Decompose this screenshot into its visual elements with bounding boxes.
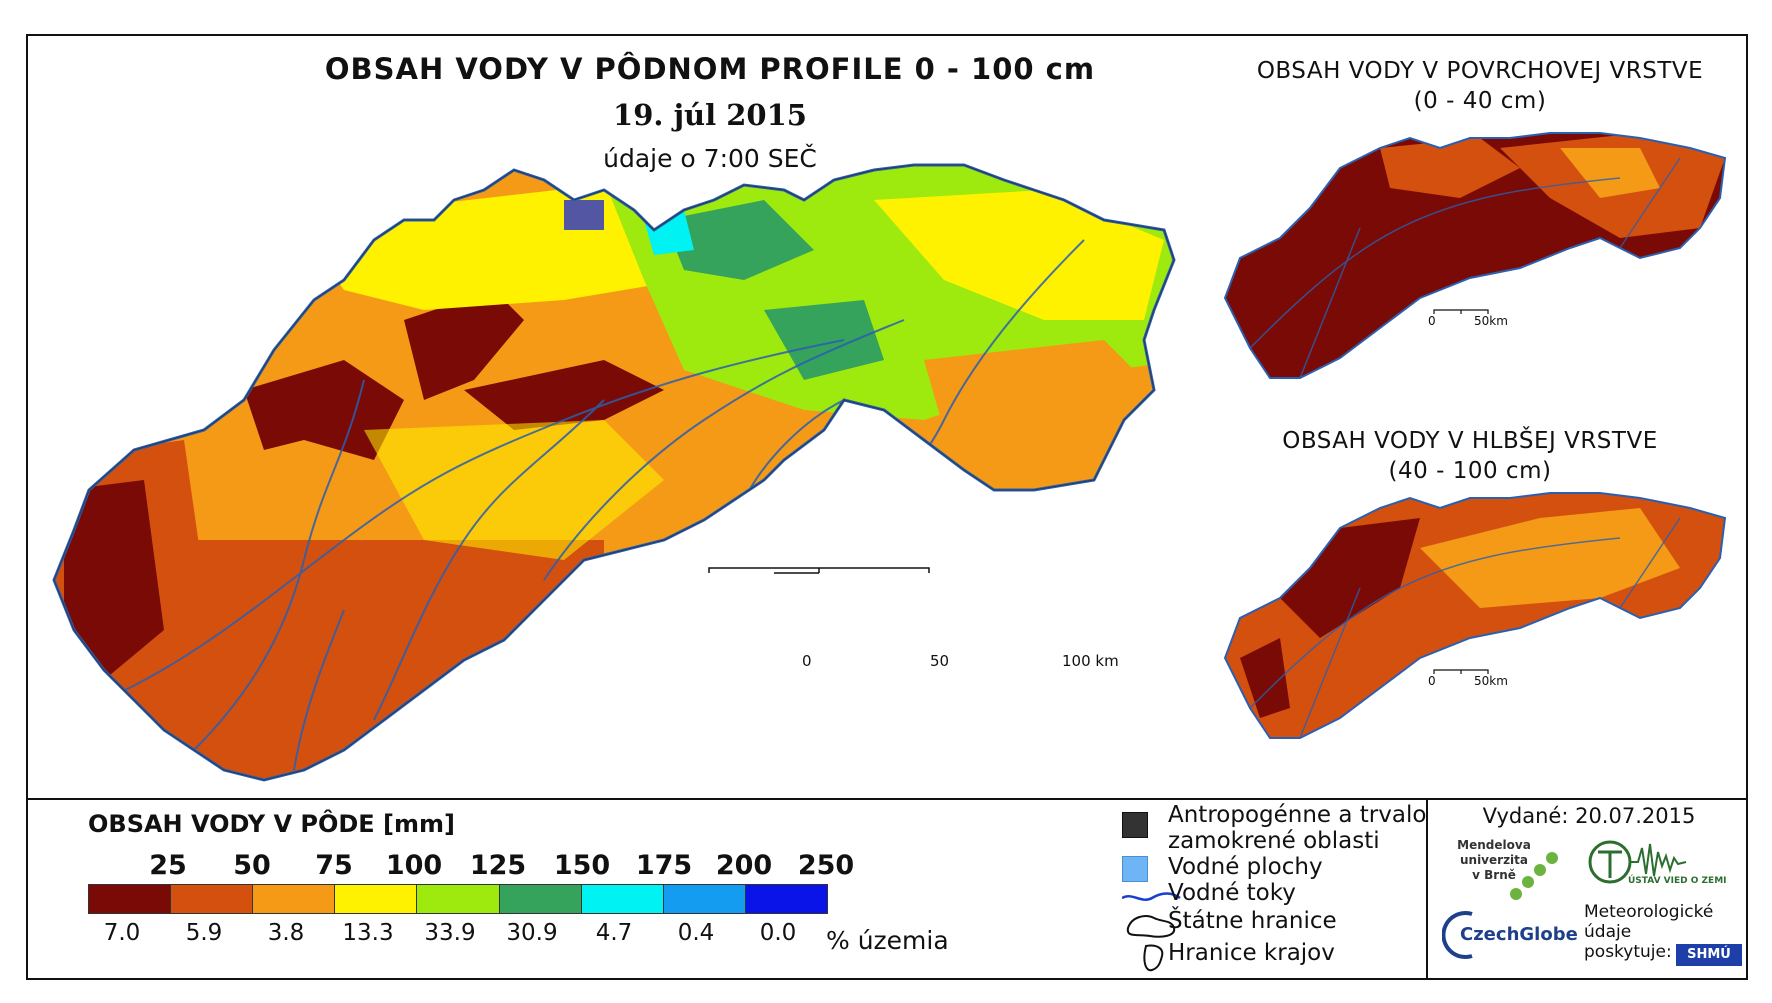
surface-scale-bar	[1433, 309, 1489, 314]
czechglobe-dots-icon	[1510, 852, 1558, 900]
surface-scale-0: 0	[1428, 314, 1436, 328]
date-title: 19. júl 2015	[613, 98, 807, 132]
legend-swatch-0	[89, 885, 172, 913]
main-soil-water-map	[52, 163, 1176, 782]
deep-scale-0: 0	[1428, 674, 1436, 688]
legend-percentage: 33.9	[424, 920, 476, 946]
surface-title: OBSAH VODY V POVRCHOVEJ VRSTVE	[1256, 58, 1704, 84]
legend-threshold: 50	[233, 850, 271, 881]
regional-border-label: Hranice krajov	[1168, 940, 1335, 966]
legend-percentage: 4.7	[595, 920, 633, 946]
legend-threshold: 175	[635, 850, 693, 881]
legend-swatch-3	[335, 885, 418, 913]
deep-scale-50: 50km	[1474, 674, 1508, 688]
issued-date: Vydané: 20.07.2015	[1482, 804, 1696, 828]
legend-percentage: 0.4	[677, 920, 715, 946]
legend-percentage: 0.0	[759, 920, 797, 946]
legend-divider	[26, 798, 1748, 800]
deep-title: OBSAH VODY V HLBŠEJ VRSTVE	[1282, 428, 1658, 454]
rivers-label: Vodné toky	[1168, 880, 1296, 906]
main-scale-bar	[708, 567, 930, 574]
legend-title: OBSAH VODY V PÔDE [mm]	[88, 810, 456, 838]
surface-scale-50: 50km	[1474, 314, 1508, 328]
uvoz-logo: ÚSTAV VIED O ZEMI	[1628, 876, 1727, 886]
legend-swatch-1	[171, 885, 254, 913]
time-subtitle: údaje o 7:00 SEČ	[603, 144, 817, 173]
legend-unit: % územia	[826, 926, 949, 955]
anthropogenic-swatch	[1122, 812, 1148, 838]
main-scale-0: 0	[802, 652, 812, 670]
line-symbols-icon	[1122, 892, 1181, 972]
legend-swatch-7	[663, 885, 746, 913]
surface-depth: (0 - 40 cm)	[1413, 88, 1547, 114]
legend-percentage: 7.0	[103, 920, 141, 946]
legend-swatch-5	[499, 885, 582, 913]
deep-layer-map	[1224, 492, 1726, 739]
anthropogenic-label-2: zamokrené oblasti	[1168, 828, 1380, 854]
main-scale-100: 100 km	[1062, 652, 1119, 670]
legend-percentage: 13.3	[342, 920, 394, 946]
legend-percentage: 3.8	[267, 920, 305, 946]
state-border-label: Štátne hranice	[1168, 908, 1337, 934]
legend-threshold: 25	[149, 850, 187, 881]
legend-swatch-4	[417, 885, 500, 913]
legend-color-bar	[88, 884, 828, 914]
surface-layer-map	[1224, 132, 1726, 379]
czechglobe-logo: CzechGlobe	[1460, 924, 1578, 945]
legend-swatch-2	[253, 885, 336, 913]
czechglobe-arc-icon	[1442, 911, 1473, 959]
legend-threshold: 125	[469, 850, 527, 881]
water-body-swatch	[1122, 856, 1148, 882]
legend-threshold: 250	[797, 850, 855, 881]
legend-swatch-8	[745, 885, 827, 913]
legend-swatch-6	[581, 885, 664, 913]
main-scale-50: 50	[930, 652, 950, 670]
legend-threshold: 75	[315, 850, 353, 881]
legend-threshold: 150	[553, 850, 611, 881]
legend-percentage: 30.9	[506, 920, 558, 946]
anthropogenic-label-1: Antropogénne a trvalo	[1168, 802, 1427, 828]
shmu-logo: SHMÚ	[1676, 944, 1742, 966]
mendel-logo: Mendelova univerzita v Brně	[1457, 838, 1531, 882]
legend-threshold: 200	[715, 850, 773, 881]
info-divider	[1426, 798, 1428, 980]
uvoz-logo-icon	[1588, 840, 1687, 884]
deep-scale-bar	[1433, 669, 1489, 674]
meteo-provider-text: Meteorologické údaje poskytuje:	[1584, 902, 1714, 962]
main-title: OBSAH VODY V PÔDNOM PROFILE 0 - 100 cm	[324, 52, 1096, 86]
deep-depth: (40 - 100 cm)	[1388, 458, 1552, 484]
legend-percentage: 5.9	[185, 920, 223, 946]
legend-threshold: 100	[385, 850, 443, 881]
water-body-label: Vodné plochy	[1168, 854, 1323, 880]
